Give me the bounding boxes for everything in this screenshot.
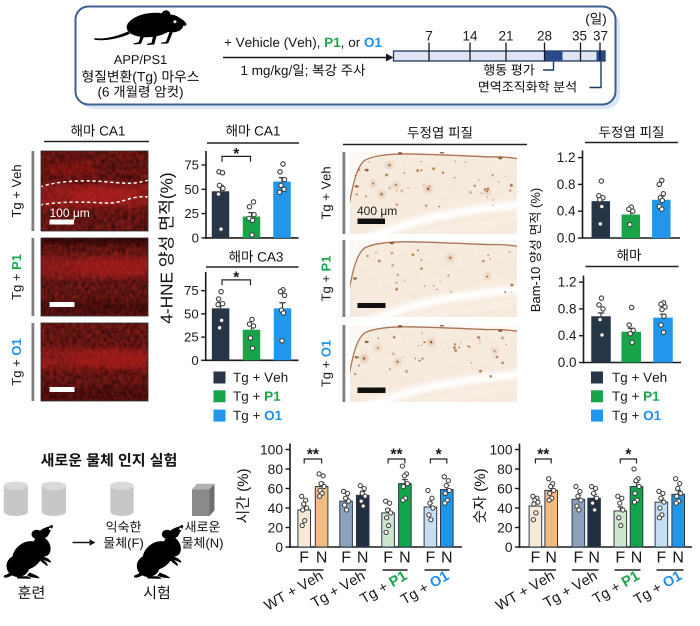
svg-text:100: 100 bbox=[260, 442, 283, 457]
svg-text:28: 28 bbox=[537, 29, 552, 44]
svg-text:N: N bbox=[357, 550, 369, 567]
svg-text:0.0: 0.0 bbox=[558, 355, 577, 370]
svg-text:F: F bbox=[426, 550, 436, 567]
svg-text:100 μm: 100 μm bbox=[50, 206, 90, 220]
svg-text:0: 0 bbox=[191, 353, 198, 368]
svg-text:40: 40 bbox=[497, 501, 513, 516]
svg-text:80: 80 bbox=[268, 462, 284, 477]
svg-text:*: * bbox=[436, 446, 443, 463]
svg-text:N: N bbox=[441, 550, 453, 567]
svg-text:0: 0 bbox=[275, 540, 283, 555]
svg-text:F: F bbox=[657, 550, 667, 567]
svg-text:25: 25 bbox=[184, 206, 199, 221]
svg-text:7: 7 bbox=[425, 29, 433, 44]
svg-text:0.8: 0.8 bbox=[558, 301, 577, 316]
svg-text:F: F bbox=[574, 550, 584, 567]
svg-text:20: 20 bbox=[497, 520, 513, 535]
svg-text:**: ** bbox=[537, 446, 550, 463]
svg-text:1.2: 1.2 bbox=[558, 275, 577, 290]
svg-text:75: 75 bbox=[184, 158, 199, 173]
svg-text:50: 50 bbox=[184, 306, 199, 321]
svg-text:60: 60 bbox=[497, 481, 513, 496]
svg-text:F: F bbox=[531, 550, 541, 567]
svg-text:F: F bbox=[341, 550, 351, 567]
svg-text:14: 14 bbox=[462, 29, 478, 44]
svg-text:60: 60 bbox=[268, 481, 284, 496]
svg-text:100: 100 bbox=[489, 442, 512, 457]
svg-text:21: 21 bbox=[498, 29, 513, 44]
svg-text:0.4: 0.4 bbox=[558, 328, 577, 343]
svg-text:37: 37 bbox=[593, 29, 608, 44]
svg-text:F: F bbox=[615, 550, 625, 567]
svg-text:**: ** bbox=[307, 446, 320, 463]
svg-text:*: * bbox=[625, 446, 632, 463]
svg-text:N: N bbox=[631, 550, 643, 567]
svg-text:35: 35 bbox=[572, 29, 587, 44]
svg-text:N: N bbox=[545, 550, 557, 567]
svg-text:N: N bbox=[399, 550, 411, 567]
svg-text:0.8: 0.8 bbox=[557, 177, 576, 192]
svg-text:0.4: 0.4 bbox=[557, 204, 576, 219]
svg-text:F: F bbox=[299, 550, 309, 567]
svg-text:20: 20 bbox=[268, 520, 284, 535]
svg-text:0: 0 bbox=[192, 230, 199, 245]
svg-text:F: F bbox=[383, 550, 393, 567]
svg-text:0.0: 0.0 bbox=[557, 231, 576, 246]
svg-text:*: * bbox=[233, 270, 240, 287]
svg-text:**: ** bbox=[390, 446, 403, 463]
svg-text:N: N bbox=[672, 550, 684, 567]
svg-text:40: 40 bbox=[268, 501, 284, 516]
svg-text:1.2: 1.2 bbox=[557, 150, 576, 165]
svg-text:400 μm: 400 μm bbox=[357, 204, 397, 218]
svg-text:*: * bbox=[233, 146, 240, 163]
svg-text:N: N bbox=[588, 550, 600, 567]
svg-text:N: N bbox=[316, 550, 328, 567]
svg-text:50: 50 bbox=[184, 182, 199, 197]
svg-text:75: 75 bbox=[184, 283, 199, 298]
svg-text:25: 25 bbox=[184, 330, 199, 345]
svg-text:80: 80 bbox=[497, 462, 513, 477]
svg-text:0: 0 bbox=[505, 540, 513, 555]
